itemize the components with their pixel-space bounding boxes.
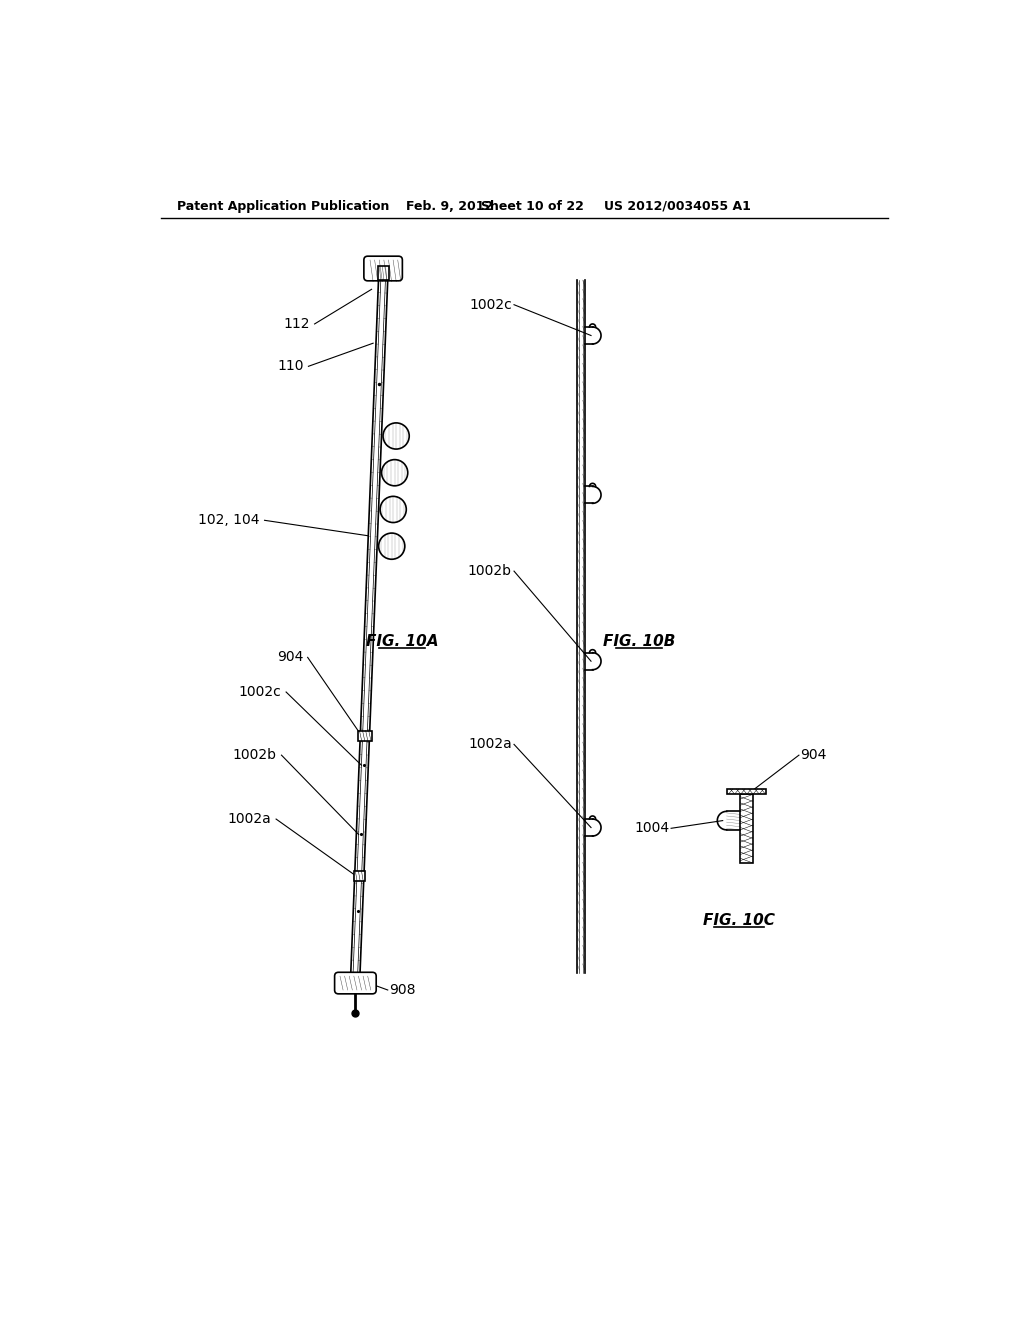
Text: 1004: 1004 bbox=[635, 821, 670, 836]
Text: US 2012/0034055 A1: US 2012/0034055 A1 bbox=[604, 199, 751, 213]
Text: 904: 904 bbox=[276, 651, 303, 664]
Bar bbox=[727, 789, 766, 793]
Bar bbox=[378, 267, 388, 280]
Text: 1002c: 1002c bbox=[239, 685, 282, 700]
Text: FIG. 10C: FIG. 10C bbox=[702, 913, 775, 928]
Text: 110: 110 bbox=[278, 359, 304, 374]
Circle shape bbox=[380, 496, 407, 523]
FancyBboxPatch shape bbox=[335, 973, 376, 994]
FancyBboxPatch shape bbox=[364, 256, 402, 281]
Circle shape bbox=[379, 533, 404, 560]
Text: FIG. 10A: FIG. 10A bbox=[367, 635, 438, 649]
Text: 1002b: 1002b bbox=[468, 564, 512, 578]
Bar bbox=[354, 871, 365, 880]
Text: 904: 904 bbox=[801, 748, 826, 762]
Text: 1002b: 1002b bbox=[232, 748, 276, 762]
Text: 908: 908 bbox=[389, 983, 416, 997]
Text: FIG. 10B: FIG. 10B bbox=[602, 635, 675, 649]
Text: 102, 104: 102, 104 bbox=[199, 513, 260, 527]
Text: Patent Application Publication: Patent Application Publication bbox=[177, 199, 389, 213]
Text: 1002a: 1002a bbox=[227, 812, 271, 826]
Circle shape bbox=[382, 459, 408, 486]
Bar bbox=[740, 793, 753, 863]
Text: 1002a: 1002a bbox=[468, 738, 512, 751]
Text: 112: 112 bbox=[284, 317, 310, 331]
Text: Feb. 9, 2012: Feb. 9, 2012 bbox=[407, 199, 494, 213]
Text: 1002c: 1002c bbox=[469, 298, 512, 312]
Text: Sheet 10 of 22: Sheet 10 of 22 bbox=[481, 199, 584, 213]
Bar bbox=[358, 731, 372, 742]
Circle shape bbox=[383, 422, 410, 449]
